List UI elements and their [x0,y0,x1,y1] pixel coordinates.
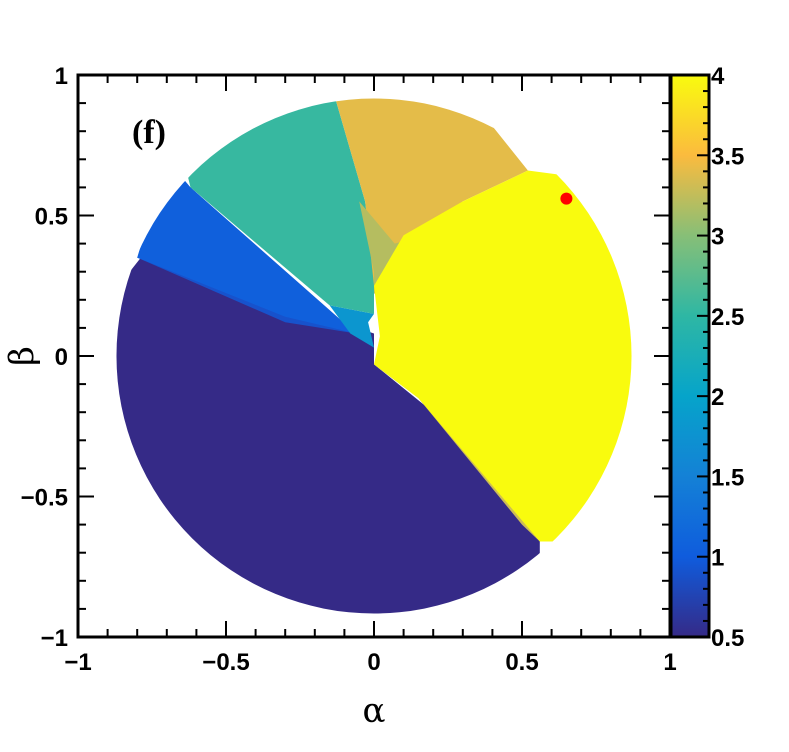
heatmap-region-6 [359,201,416,295]
colorbar-tick-label: 0.5 [711,625,744,652]
y-tick-label: 0 [55,344,68,371]
colorbar-tick-label: 2 [711,384,724,411]
x-tick-label: −0.5 [202,649,249,676]
heatmap-region-2 [137,159,357,334]
heatmap-region-3 [329,305,374,348]
y-tick-label: −1 [41,625,68,652]
colorbar-tick-label: 4 [711,63,725,90]
x-tick-label: 0.5 [505,649,538,676]
x-tick-label: −1 [64,649,91,676]
colorbar-tick-label: 3 [711,224,724,251]
colorbar-tick-label: 3.5 [711,143,744,170]
heatmap-region-8 [374,170,632,542]
colorbar-tick-label: 1.5 [711,464,744,491]
colorbar-frame [669,73,711,639]
colorbar-axis: 0.5 1 1.5 2 2.5 3 3.5 4 [697,63,744,652]
marker-point [560,192,573,205]
colorbar-tick-label: 1 [711,545,724,572]
y-tick-label: 0.5 [35,204,68,231]
heatmap-region-0 [116,254,540,614]
y-tick-label: −0.5 [21,485,68,512]
y-axis: −1 −0.5 0 0.5 1 [21,63,670,652]
x-axis: −1 −0.5 0 0.5 1 [64,75,677,676]
y-axis-title: β [2,346,42,366]
colorbar-tick-label: 2.5 [711,304,744,331]
x-tick-label: 0 [367,649,380,676]
y-tick-label: 1 [55,63,68,90]
colorbar [671,75,709,637]
heatmap-regions [116,98,632,614]
x-axis-title: α [363,691,386,731]
panel-label: (f) [132,114,166,151]
x-tick-label: 1 [663,649,676,676]
